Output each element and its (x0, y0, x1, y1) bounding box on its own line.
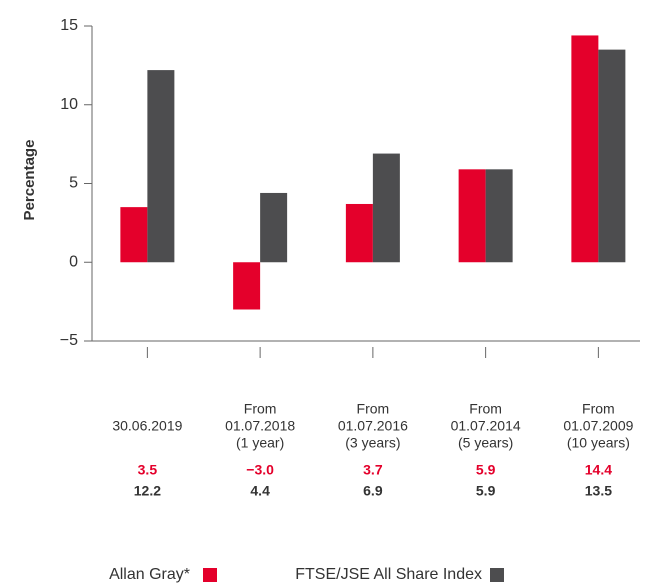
legend-label: FTSE/JSE All Share Index (295, 566, 482, 583)
bar (458, 169, 486, 263)
value-label: 6.9 (363, 483, 383, 499)
value-label: −3.0 (246, 462, 274, 478)
bar (485, 169, 513, 263)
y-tick-label: −5 (60, 332, 78, 349)
y-tick-label: 5 (69, 175, 78, 192)
x-tick-label: 01.07.2014 (451, 418, 521, 434)
bar (345, 203, 373, 263)
legend-label: Allan Gray* (109, 566, 190, 583)
value-label: 13.5 (585, 483, 612, 499)
x-tick-label: From (469, 401, 502, 417)
value-label: 3.5 (138, 462, 158, 478)
x-tick-label: From (244, 401, 277, 417)
x-tick-label: 01.07.2009 (563, 418, 633, 434)
y-tick-label: 10 (60, 96, 78, 113)
x-tick-label: (5 years) (458, 435, 513, 451)
bar (598, 49, 626, 263)
value-label: 14.4 (585, 462, 612, 478)
x-tick-label: (1 year) (236, 435, 284, 451)
bar (147, 70, 175, 263)
x-tick-label: From (357, 401, 390, 417)
bar (233, 262, 261, 310)
y-tick-label: 15 (60, 17, 78, 34)
bar (260, 192, 288, 263)
value-label: 4.4 (250, 483, 270, 499)
y-axis-label: Percentage (21, 140, 38, 221)
value-label: 3.7 (363, 462, 383, 478)
legend-swatch (490, 568, 504, 582)
x-tick-label: (10 years) (567, 435, 630, 451)
y-tick-label: 0 (69, 253, 78, 270)
x-tick-label: 30.06.2019 (112, 418, 182, 434)
x-tick-label: From (582, 401, 615, 417)
value-label: 5.9 (476, 462, 496, 478)
x-tick-label: 01.07.2016 (338, 418, 408, 434)
x-tick-label: (3 years) (345, 435, 400, 451)
bar (571, 35, 599, 263)
value-label: 12.2 (134, 483, 161, 499)
bar (120, 207, 148, 263)
bar (372, 153, 400, 263)
x-tick-label: 01.07.2018 (225, 418, 295, 434)
value-label: 5.9 (476, 483, 496, 499)
legend-swatch (203, 568, 217, 582)
